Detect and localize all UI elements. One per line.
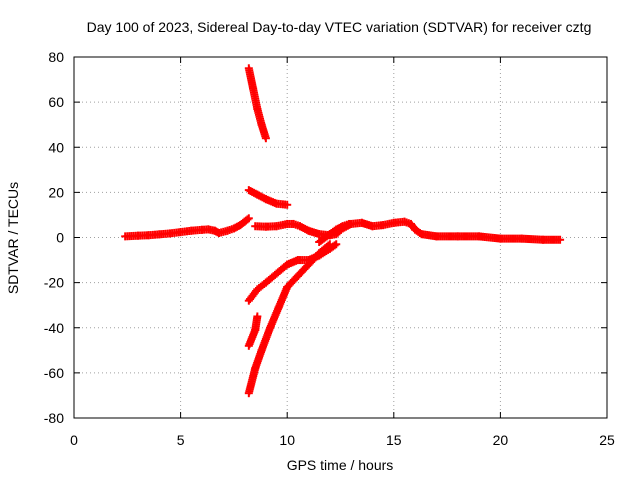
series-upper-decay	[244, 186, 292, 209]
y-axis-title: SDTVAR / TECUs	[5, 182, 21, 294]
x-tick-label: 15	[386, 432, 402, 448]
x-tick-label: 0	[70, 432, 78, 448]
x-axis-title: GPS time / hours	[287, 457, 394, 473]
y-tick-label: -80	[44, 410, 64, 426]
chart-title: Day 100 of 2023, Sidereal Day-to-day VTE…	[87, 19, 592, 35]
x-tick-label: 5	[177, 432, 185, 448]
x-tick-label: 10	[279, 432, 295, 448]
series-main-band	[121, 214, 253, 241]
y-tick-label: -40	[44, 320, 64, 336]
y-tick-label: 20	[48, 184, 64, 200]
y-tick-label: 40	[48, 139, 64, 155]
y-tick-label: 80	[48, 49, 64, 65]
series-short-low	[244, 312, 262, 350]
y-tick-label: 60	[48, 94, 64, 110]
y-tick-label: -20	[44, 275, 64, 291]
series-band-2	[251, 217, 565, 244]
data-series	[121, 64, 565, 398]
x-tick-label: 25	[599, 432, 615, 448]
axis-ticks: 0 5 10 15 20 25 -80 -60 -40 -20 0 20 40 60 80	[44, 49, 615, 448]
series-steep-upper	[244, 64, 270, 143]
y-tick-label: 0	[56, 230, 64, 246]
series-rising-low	[244, 240, 334, 398]
y-tick-label: -60	[44, 365, 64, 381]
series-bridge	[315, 219, 354, 247]
x-tick-label: 20	[493, 432, 509, 448]
